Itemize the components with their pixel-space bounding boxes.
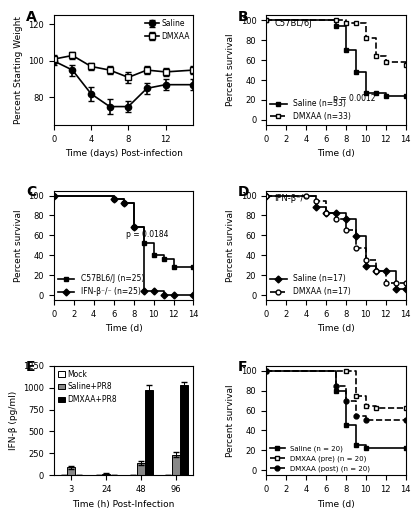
Y-axis label: Percent Starting Weight: Percent Starting Weight — [14, 16, 23, 124]
Text: D: D — [237, 185, 249, 199]
Text: B: B — [237, 10, 248, 24]
X-axis label: Time (days) Post-infection: Time (days) Post-infection — [64, 149, 182, 158]
Legend: Saline (n=33), DMXAA (n=33): Saline (n=33), DMXAA (n=33) — [269, 99, 350, 121]
Bar — [179, 385, 187, 475]
Bar — [172, 455, 179, 475]
Legend: Mock, Saline+PR8, DMXAA+PR8: Mock, Saline+PR8, DMXAA+PR8 — [57, 369, 117, 404]
Text: p = 0.0012: p = 0.0012 — [332, 94, 375, 103]
X-axis label: Time (h) Post-Infection: Time (h) Post-Infection — [72, 500, 174, 508]
Text: A: A — [26, 10, 37, 24]
X-axis label: Time (d): Time (d) — [316, 500, 354, 508]
Y-axis label: Percent survival: Percent survival — [225, 209, 235, 282]
Text: F: F — [237, 360, 247, 374]
X-axis label: Time (d): Time (d) — [104, 324, 142, 333]
Y-axis label: Percent survival: Percent survival — [225, 34, 235, 106]
X-axis label: Time (d): Time (d) — [316, 149, 354, 158]
Bar — [67, 468, 75, 475]
Bar — [137, 463, 145, 475]
Legend: Saline, DMXAA: Saline, DMXAA — [145, 19, 189, 41]
Y-axis label: Percent survival: Percent survival — [14, 209, 23, 282]
Legend: C57BL6/J (n=25), IFN-β⁻/⁻ (n=25): C57BL6/J (n=25), IFN-β⁻/⁻ (n=25) — [57, 274, 144, 296]
Bar — [145, 390, 152, 475]
Text: E: E — [26, 360, 35, 374]
Text: C: C — [26, 185, 36, 199]
Y-axis label: IFN-β (pg/ml): IFN-β (pg/ml) — [9, 391, 17, 450]
Bar — [102, 474, 110, 475]
Text: IFN-β⁻/⁻: IFN-β⁻/⁻ — [274, 194, 307, 203]
Legend: Saline (n = 20), DMXAA (pre) (n = 20), DMXAA (post) (n = 20): Saline (n = 20), DMXAA (pre) (n = 20), D… — [269, 445, 370, 472]
Legend: Saline (n=17), DMXAA (n=17): Saline (n=17), DMXAA (n=17) — [269, 274, 350, 296]
Text: C57BL/6J: C57BL/6J — [274, 18, 311, 28]
Y-axis label: Percent survival: Percent survival — [225, 384, 235, 457]
X-axis label: Time (d): Time (d) — [316, 324, 354, 333]
Text: p = 0.0184: p = 0.0184 — [126, 229, 169, 239]
